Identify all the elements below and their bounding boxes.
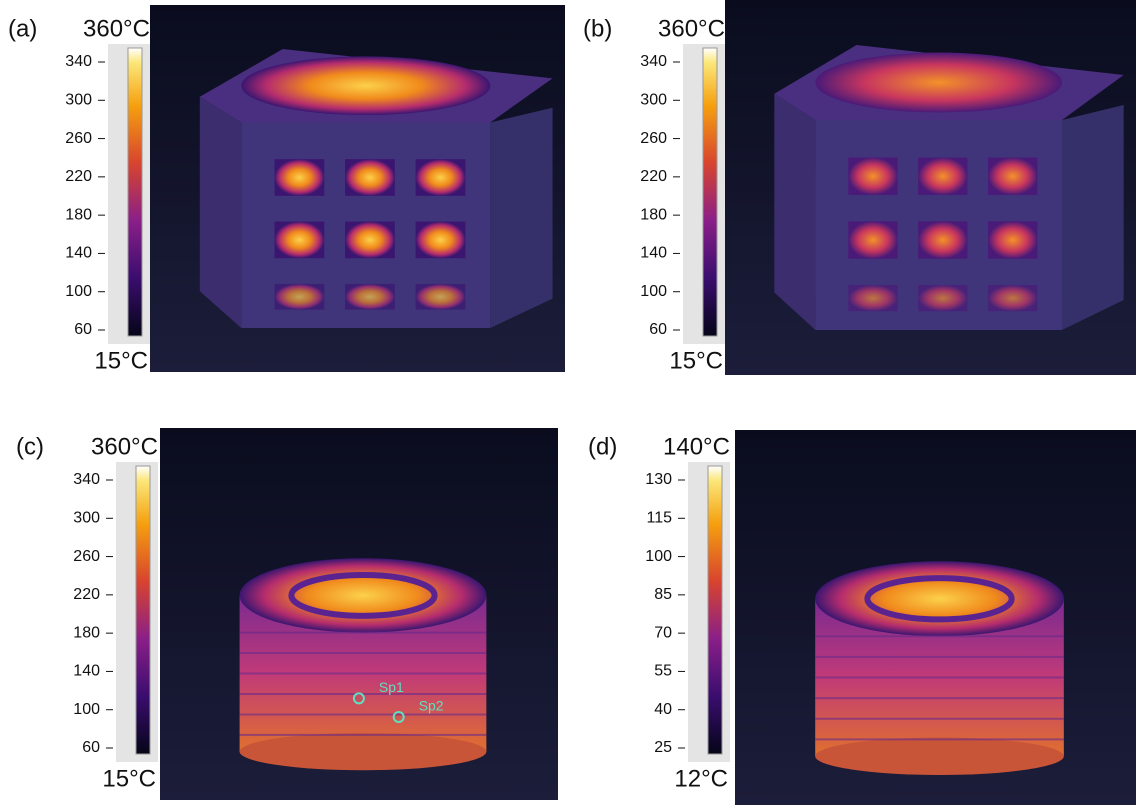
min-temp: 15°C [102,765,156,792]
tick-label: 340 [640,53,667,70]
tick-label: 60 [649,321,667,338]
tick-label: 300 [640,92,667,109]
tick-label: 260 [73,548,100,565]
box-side [200,97,242,328]
tick-label: 300 [73,510,100,527]
tick-label: 180 [73,624,100,641]
min-temp: 15°C [669,347,723,374]
panel-label: (c) [16,433,44,460]
hot-window [416,222,466,259]
tick-label: 140 [73,663,100,680]
hot-window [345,159,395,196]
colorbar [128,48,142,336]
tick-label: 140 [65,245,92,262]
min-temp: 12°C [674,765,728,792]
tick-label: 220 [73,586,100,603]
colorbar [703,48,717,336]
tick-label: 100 [73,701,100,718]
hot-window [275,222,325,259]
hot-window [988,221,1037,259]
hot-window [918,285,967,311]
hot-window [275,284,325,310]
box-right [1062,105,1124,330]
cyl-top [815,561,1064,636]
tick-label: 40 [654,701,672,718]
hot-window [848,221,897,259]
tick-label: 300 [65,92,92,109]
hot-window [918,221,967,259]
hot-window [416,159,466,196]
hot-window [988,285,1037,311]
tick-label: 60 [82,739,100,756]
hot-window [988,158,1037,196]
tick-label: 100 [645,548,672,565]
tick-label: 60 [74,321,92,338]
tick-label: 100 [640,283,667,300]
panel-label: (d) [588,433,617,460]
box-side [774,94,815,330]
min-temp: 15°C [94,347,148,374]
max-temp: 360°C [83,15,150,42]
colorbar [708,466,722,754]
tick-label: 220 [65,168,92,185]
figure: (a) 360°C 15°C 340 300 260 220 180 140 100 60 (b) 36… [0,0,1136,805]
tick-label: 180 [640,206,667,223]
tick-label: 55 [654,663,672,680]
hot-top [815,53,1062,113]
tick-label: 100 [65,283,92,300]
max-temp: 360°C [91,433,158,460]
colorbar [136,466,150,754]
cyl-bottom [815,738,1064,776]
panel-label: (a) [8,15,37,42]
tick-label: 130 [645,471,672,488]
hot-window [275,159,325,196]
tick-label: 260 [640,130,667,147]
hot-window [345,222,395,259]
box-right [490,108,552,328]
panel-label: (b) [583,15,612,42]
hot-window [848,285,897,311]
tick-label: 85 [654,586,672,603]
tick-label: 260 [65,130,92,147]
tick-label: 180 [65,206,92,223]
max-temp: 360°C [658,15,725,42]
max-temp: 140°C [663,433,730,460]
tick-label: 115 [646,510,672,527]
tick-label: 340 [65,53,92,70]
hot-top [241,56,490,115]
tick-label: 140 [640,245,667,262]
hot-window [848,158,897,196]
cyl-top [240,558,487,632]
spot-label: Sp2 [419,698,444,714]
tick-label: 220 [640,168,667,185]
tick-label: 25 [654,739,672,756]
hot-window [345,284,395,310]
hot-window [416,284,466,310]
tick-label: 340 [73,471,100,488]
hot-window [918,158,967,196]
tick-label: 70 [654,624,672,641]
spot-label: Sp1 [379,679,404,695]
cyl-bottom [240,733,487,770]
